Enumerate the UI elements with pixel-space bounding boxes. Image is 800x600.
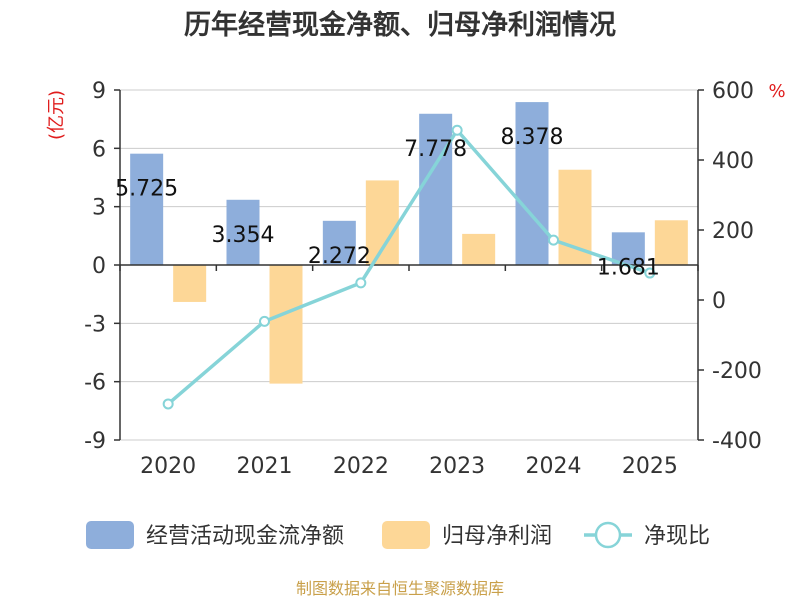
legend-swatch-ratio-marker [594, 521, 622, 549]
chart-title: 历年经营现金净额、归母净利润情况 [184, 9, 616, 41]
right-tick-label: 400 [712, 149, 754, 174]
cashflow-bar [322, 220, 356, 265]
ratio-point [355, 277, 367, 289]
right-tick-label: 200 [712, 219, 754, 244]
axes: 9 6 3 0 -3 -6 -9 600 400 200 0 -200 -400 2020 2021 2022… [84, 79, 762, 479]
ratio-point [259, 315, 270, 327]
source-note: 制图数据来自恒生聚源数据库 [296, 579, 504, 598]
x-tick-label: 2024 [526, 454, 582, 479]
legend: 经营活动现金流净额 归母净利润 净现比 [86, 521, 710, 549]
cashflow-bar [419, 113, 453, 265]
x-tick-label: 2022 [333, 454, 389, 479]
cashflow-bar [226, 199, 260, 265]
cashflow-bar [130, 153, 164, 265]
left-tick-label: -6 [84, 371, 106, 396]
ratio-point [451, 124, 463, 136]
legend-swatch-net-profit [382, 521, 430, 549]
data-labels: 5.725 3.354 2.272 7.778 8.378 1.681 [115, 125, 660, 280]
net-profit-bar [462, 233, 496, 265]
ratio-line-path [167, 127, 651, 406]
cashflow-data-label: 8.378 [501, 125, 564, 150]
ratio-point [162, 398, 174, 410]
left-tick-label: 6 [92, 137, 106, 162]
right-tick-label: 600 [712, 79, 754, 104]
x-tick-label: 2021 [237, 454, 293, 479]
left-tick-label: 9 [92, 79, 106, 104]
ratio-point [548, 234, 559, 246]
cashflow-data-label: 5.725 [115, 177, 178, 202]
left-tick-label: 0 [92, 254, 106, 279]
right-tick-label: 0 [712, 289, 726, 314]
legend-label-ratio: 净现比 [644, 524, 710, 549]
net-profit-bar [269, 265, 303, 384]
x-tick-label: 2023 [429, 454, 485, 479]
net-profit-bar [654, 220, 688, 265]
ratio-point [644, 267, 656, 279]
x-tick-label: 2025 [622, 454, 678, 479]
right-tick-label: -400 [712, 429, 762, 454]
left-axis-unit: (亿元) [46, 90, 67, 140]
left-tick-label: -9 [84, 429, 106, 454]
cashflow-data-label: 1.681 [597, 255, 660, 280]
cashflow-data-label: 7.778 [404, 137, 467, 162]
cashflow-bar [515, 102, 549, 265]
cashflow-bar [611, 232, 645, 265]
right-axis-unit: % [768, 81, 785, 102]
legend-label-net-profit: 归母净利润 [442, 524, 552, 549]
net-profit-bar [173, 265, 207, 302]
legend-swatch-cashflow [86, 521, 134, 549]
bars [130, 102, 688, 384]
legend-label-cashflow: 经营活动现金流净额 [146, 524, 344, 549]
right-tick-label: -200 [712, 359, 762, 384]
x-tick-label: 2020 [140, 454, 196, 479]
cashflow-data-label: 2.272 [308, 244, 371, 269]
ratio-line [162, 124, 656, 410]
left-tick-label: -3 [84, 312, 106, 337]
left-tick-label: 3 [92, 196, 106, 221]
cashflow-data-label: 3.354 [212, 223, 275, 248]
